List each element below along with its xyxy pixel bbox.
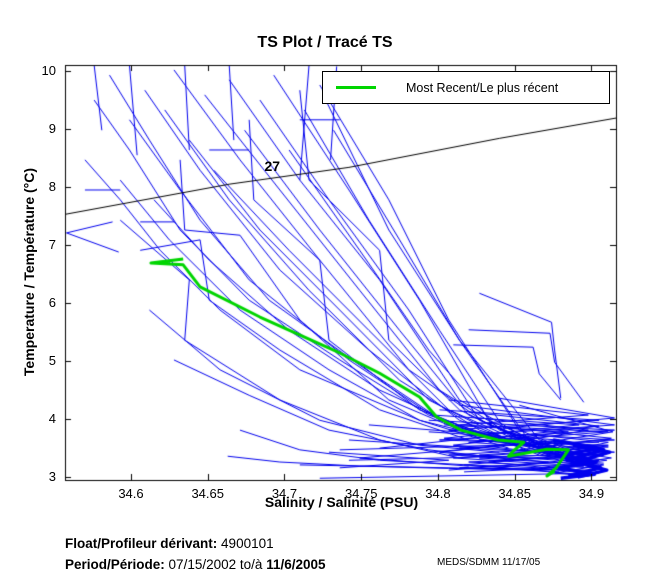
period-label: Period/Période: bbox=[65, 557, 165, 572]
x-tick-label: 34.75 bbox=[344, 486, 378, 501]
period-info-line: Period/Période: 07/15/2002 to/à 11/6/200… bbox=[65, 557, 326, 572]
y-tick-label: 10 bbox=[41, 63, 56, 79]
x-tick-label: 34.6 bbox=[118, 486, 144, 501]
period-from: 07/15/2002 bbox=[168, 557, 237, 572]
x-tick-label: 34.8 bbox=[425, 486, 451, 501]
period-word: to/à bbox=[239, 557, 263, 572]
y-tick-label: 7 bbox=[48, 237, 56, 253]
float-value: 4900101 bbox=[221, 536, 274, 551]
x-tick-label: 34.7 bbox=[271, 486, 298, 501]
y-tick-label: 3 bbox=[48, 469, 56, 485]
y-tick-label: 6 bbox=[48, 295, 56, 311]
float-info-line: Float/Profileur dérivant: 4900101 bbox=[65, 536, 274, 551]
credit-note: MEDS/SDMM 11/17/05 bbox=[437, 557, 540, 568]
x-tick-label: 34.85 bbox=[498, 486, 531, 501]
contour-label: 27 bbox=[264, 158, 281, 175]
y-tick-label: 4 bbox=[48, 411, 56, 427]
float-label: Float/Profileur dérivant: bbox=[65, 536, 218, 551]
page-title: TS Plot / Tracé TS bbox=[257, 34, 393, 51]
legend-box: Most Recent/Le plus récent bbox=[322, 71, 610, 104]
period-to: 11/6/2005 bbox=[266, 557, 326, 572]
y-tick-label: 9 bbox=[48, 121, 56, 137]
y-tick-label: 5 bbox=[48, 353, 56, 369]
y-axis-label: Temperature / Température (°C) bbox=[21, 167, 37, 377]
legend-line-sample bbox=[336, 86, 376, 89]
x-axis-label: Salinity / Salinité (PSU) bbox=[264, 494, 419, 510]
legend-label: Most Recent/Le plus récent bbox=[406, 80, 559, 95]
credit-text: MEDS/SDMM 11/17/05 bbox=[437, 557, 541, 568]
y-tick-label: 8 bbox=[48, 179, 56, 195]
x-tick-label: 34.9 bbox=[578, 486, 605, 501]
x-tick-label: 34.65 bbox=[191, 486, 224, 501]
